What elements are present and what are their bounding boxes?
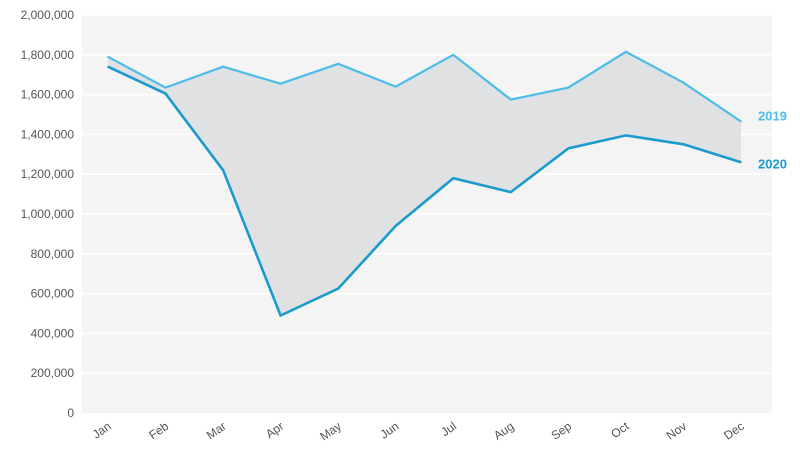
data-point-2020 (740, 161, 742, 164)
data-point-2020 (682, 143, 685, 146)
series-line-2020 (107, 65, 742, 318)
x-tick-label: Oct (608, 419, 632, 442)
y-tick-label: 400,000 (31, 326, 75, 340)
x-tick-label: Jan (90, 419, 114, 442)
data-point-2020 (625, 134, 627, 137)
data-point-2019 (107, 55, 109, 58)
data-point-2019 (682, 81, 685, 84)
x-tick-label: Feb (146, 419, 171, 443)
difference-area (108, 51, 741, 316)
data-point-2019 (740, 120, 742, 123)
y-tick-label: 1,400,000 (21, 127, 75, 141)
x-tick-label: Aug (491, 419, 517, 443)
data-point-2020 (222, 169, 224, 172)
series-label-2020: 2020 (758, 156, 787, 171)
x-tick-label: Nov (664, 419, 690, 443)
data-point-2020 (510, 191, 512, 193)
data-point-2019 (279, 82, 282, 85)
data-point-2020 (337, 287, 339, 290)
data-point-2020 (164, 92, 167, 95)
x-tick-label: Jul (438, 419, 459, 439)
series-lines (107, 50, 742, 318)
y-tick-label: 800,000 (31, 247, 75, 261)
data-point-2019 (625, 51, 627, 53)
y-tick-label: 1,000,000 (21, 207, 75, 221)
y-tick-label: 200,000 (31, 366, 75, 380)
series-line-2019 (107, 50, 742, 123)
x-tick-label: Jun (378, 419, 402, 442)
data-point-2019 (164, 86, 167, 89)
x-tick-label: Dec (721, 419, 747, 443)
data-point-2020 (452, 177, 455, 179)
data-point-2019 (510, 98, 512, 101)
x-tick-label: Mar (204, 419, 229, 442)
y-tick-label: 600,000 (31, 287, 75, 301)
x-tick-label: Apr (263, 419, 286, 441)
y-tick-label: 1,600,000 (21, 88, 75, 102)
data-point-2020 (279, 314, 282, 317)
x-axis-ticks: Jan Feb Mar Apr May Jun Jul Aug Sep Oct Nov Dec (90, 419, 747, 444)
data-point-2019 (452, 54, 455, 56)
data-point-2019 (394, 85, 397, 88)
x-tick-label: Sep (549, 419, 575, 443)
y-tick-label: 2,000,000 (21, 8, 75, 22)
data-point-2020 (394, 225, 397, 227)
data-point-2020 (107, 65, 109, 68)
y-tick-label: 1,800,000 (21, 48, 75, 62)
x-tick-label: May (317, 419, 344, 443)
data-point-2019 (222, 65, 224, 68)
series-labels: 2019 2020 (758, 108, 787, 171)
data-point-2019 (567, 86, 570, 89)
data-point-2019 (337, 62, 339, 65)
y-axis-ticks: 0 200,000 400,000 600,000 800,000 1,000,000 1,… (21, 8, 75, 420)
series-label-2019: 2019 (758, 108, 787, 123)
y-tick-label: 0 (67, 406, 74, 420)
y-tick-label: 1,200,000 (21, 167, 75, 181)
data-point-2020 (567, 147, 570, 150)
